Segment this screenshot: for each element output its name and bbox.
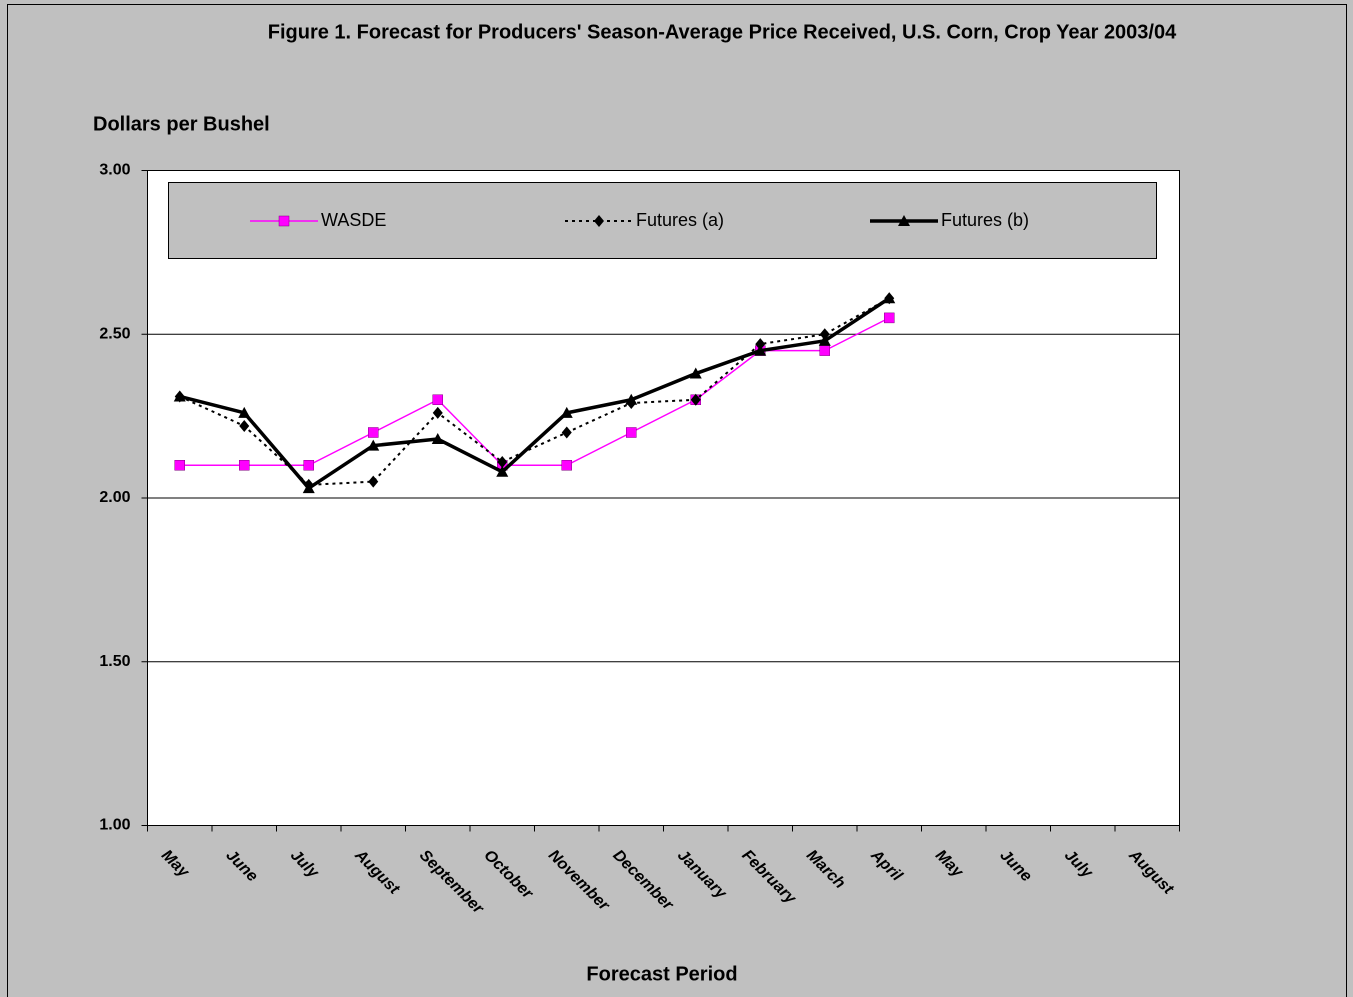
data-point bbox=[431, 433, 444, 445]
data-point bbox=[367, 439, 380, 451]
legend-box bbox=[168, 182, 1157, 259]
data-point bbox=[561, 460, 572, 471]
data-point bbox=[754, 344, 767, 356]
legend-label: WASDE bbox=[321, 210, 386, 230]
data-point bbox=[239, 419, 250, 432]
legend-marker bbox=[898, 215, 910, 226]
series-line bbox=[179, 297, 890, 486]
legend-label: Futures (b) bbox=[941, 210, 1029, 230]
data-point bbox=[819, 345, 830, 356]
y-tick-label: 2.50 bbox=[99, 325, 130, 342]
data-point bbox=[496, 465, 509, 477]
data-point bbox=[368, 475, 379, 488]
data-point bbox=[625, 393, 638, 405]
y-tick-label: 2.00 bbox=[99, 489, 130, 506]
data-point bbox=[689, 367, 702, 379]
data-point bbox=[755, 338, 766, 351]
data-point bbox=[432, 394, 443, 405]
data-point bbox=[432, 406, 443, 419]
data-point bbox=[368, 427, 379, 438]
chart-title: Figure 1. Forecast for Producers' Season… bbox=[268, 21, 1177, 43]
data-point bbox=[626, 427, 637, 438]
data-point bbox=[173, 390, 186, 402]
x-axis-title: Forecast Period bbox=[586, 963, 737, 985]
data-point bbox=[238, 406, 251, 418]
data-point bbox=[303, 460, 314, 471]
data-point bbox=[884, 312, 895, 324]
y-tick-label: 3.00 bbox=[99, 162, 130, 179]
data-point bbox=[174, 460, 185, 471]
data-point bbox=[239, 460, 250, 471]
legend-marker bbox=[594, 215, 604, 227]
y-tick-label: 1.00 bbox=[99, 817, 130, 834]
data-point bbox=[818, 334, 831, 346]
data-point bbox=[302, 482, 315, 494]
legend-label: Futures (a) bbox=[636, 210, 724, 230]
series-line bbox=[179, 296, 891, 490]
y-tick-label: 1.50 bbox=[99, 653, 130, 670]
data-point bbox=[690, 393, 701, 406]
y-axis-title: Dollars per Bushel bbox=[93, 113, 270, 135]
data-point bbox=[497, 455, 508, 468]
data-point bbox=[561, 426, 572, 439]
legend-marker bbox=[278, 215, 290, 227]
data-point bbox=[560, 406, 573, 418]
data-point bbox=[883, 292, 896, 304]
